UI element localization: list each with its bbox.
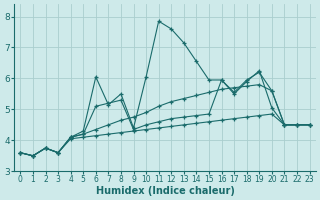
X-axis label: Humidex (Indice chaleur): Humidex (Indice chaleur) <box>96 186 234 196</box>
